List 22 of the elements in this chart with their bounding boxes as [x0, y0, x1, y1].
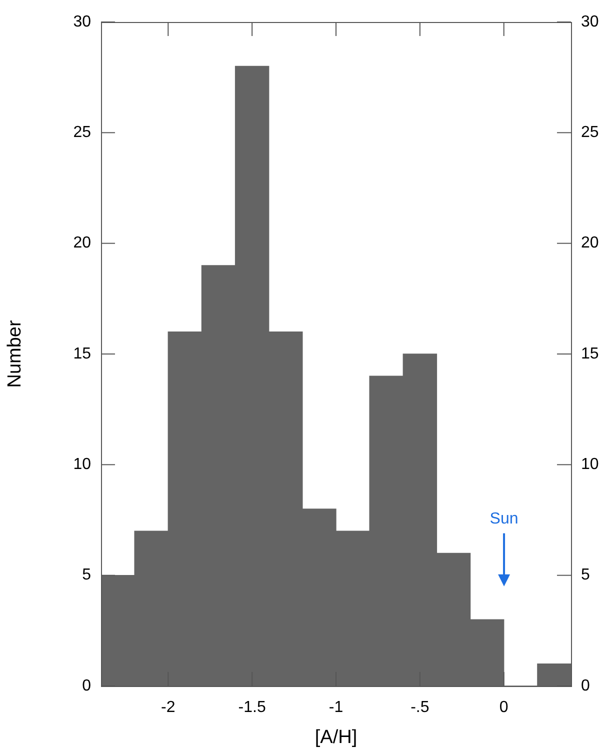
y2-tick-label: 20: [581, 234, 599, 252]
annotation: Sun: [490, 510, 518, 528]
x-tick-label: -2: [161, 699, 176, 716]
x-tick-label: -1: [328, 699, 344, 716]
y-tick-label: 25: [73, 124, 92, 142]
y2-tick-label: 10: [581, 456, 599, 474]
y2-tick-label: 30: [581, 13, 599, 30]
y-tick-label: 20: [73, 234, 92, 252]
y2-tick-label: 25: [581, 124, 599, 142]
y-tick-label: 5: [82, 566, 92, 584]
x-tick-label: 0: [499, 699, 508, 716]
x-tick-label: -.5: [410, 699, 430, 716]
y2-tick-label: 5: [581, 566, 590, 584]
y2-tick-label: 15: [581, 345, 599, 362]
y-tick-label: 0: [82, 677, 92, 694]
y-tick-label: 30: [73, 13, 92, 30]
y-axis-title: Number: [4, 320, 26, 388]
y-tick-label: 10: [73, 456, 92, 474]
x-axis-title: [A/H]: [314, 726, 358, 748]
y2-tick-label: 0: [581, 677, 590, 694]
y-tick-label: 15: [73, 345, 92, 362]
x-tick-label: -1.5: [238, 699, 266, 716]
